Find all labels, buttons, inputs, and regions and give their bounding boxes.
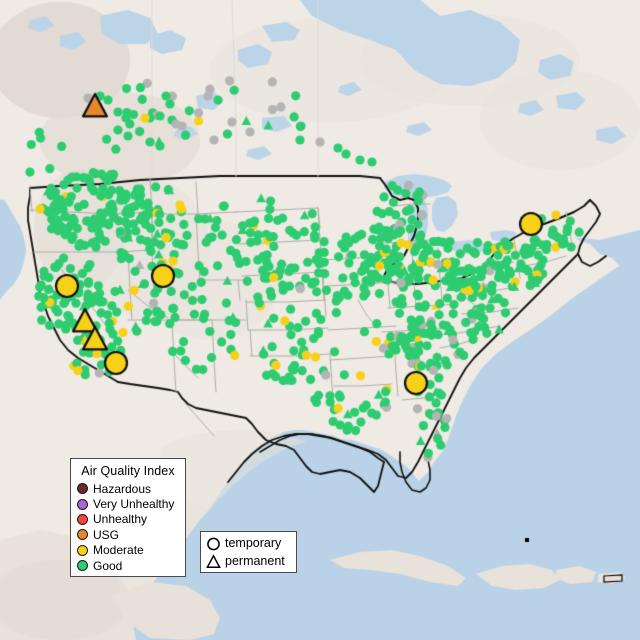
legend-item-moderate[interactable]: Moderate: [77, 543, 179, 558]
legend-label: permanent: [225, 553, 285, 568]
good-swatch-icon: [77, 560, 88, 572]
very-unhealthy-swatch-icon: [77, 498, 88, 510]
legend-label: Hazardous: [93, 481, 152, 496]
legend-item-very-unhealthy[interactable]: Very Unhealthy: [77, 496, 179, 511]
usg-swatch-icon: [77, 529, 88, 541]
station-type-legend: temporary permanent: [200, 531, 297, 573]
legend-item-usg[interactable]: USG: [77, 527, 179, 542]
legend-label: Good: [93, 558, 123, 573]
legend-label: Unhealthy: [93, 512, 148, 527]
legend-item-good[interactable]: Good: [77, 558, 179, 573]
unhealthy-swatch-icon: [77, 513, 88, 525]
triangle-outline-icon: [205, 553, 222, 570]
legend-item-temporary[interactable]: temporary: [205, 534, 292, 552]
legend-item-unhealthy[interactable]: Unhealthy: [77, 512, 179, 527]
aqi-legend-title: Air Quality Index: [81, 464, 175, 478]
circle-outline-icon: [205, 535, 222, 552]
legend-item-hazardous[interactable]: Hazardous: [77, 481, 179, 496]
legend-label: Moderate: [93, 543, 144, 558]
legend-label: USG: [93, 527, 120, 542]
legend-item-permanent[interactable]: permanent: [205, 552, 292, 570]
legend-label: temporary: [225, 535, 282, 550]
legend-label: Very Unhealthy: [93, 497, 175, 512]
aqi-legend: Air Quality Index Hazardous Very Unhealt…: [70, 458, 186, 577]
hazardous-swatch-icon: [77, 483, 88, 495]
moderate-swatch-icon: [77, 544, 88, 556]
